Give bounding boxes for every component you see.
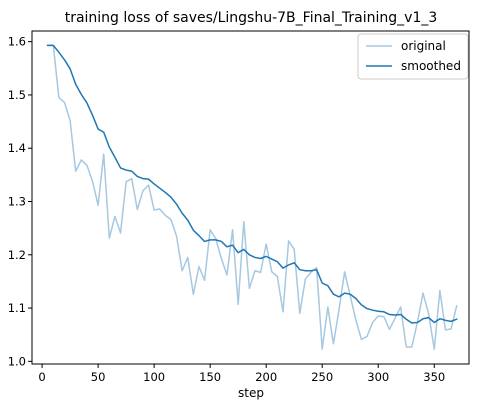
legend-label-smoothed: smoothed (401, 59, 461, 73)
y-tick-label: 1.3 (8, 194, 26, 208)
x-axis: 0 50 100 150 200 250 300 350 (38, 364, 445, 384)
y-tick-label: 1.2 (8, 248, 26, 262)
series-layer (46, 44, 458, 350)
x-tick-label: 150 (199, 370, 221, 384)
series-line-smoothed (46, 44, 458, 324)
y-tick-label: 1.1 (8, 301, 26, 315)
series-line-original (46, 44, 458, 350)
y-tick-label: 1.0 (8, 354, 26, 368)
y-axis: 1.0 1.1 1.2 1.3 1.4 1.5 1.6 (8, 35, 32, 368)
x-axis-label: step (238, 386, 264, 400)
x-tick-label: 250 (311, 370, 333, 384)
legend: original smoothed (357, 33, 469, 80)
x-tick-label: 50 (91, 370, 106, 384)
plot-frame (31, 30, 470, 365)
y-tick-label: 1.4 (8, 141, 26, 155)
y-tick-label: 1.6 (8, 35, 26, 49)
y-tick-label: 1.5 (8, 88, 26, 102)
legend-label-original: original (401, 39, 446, 53)
x-tick-label: 350 (423, 370, 445, 384)
x-tick-label: 0 (38, 370, 45, 384)
x-tick-label: 300 (367, 370, 389, 384)
x-tick-label: 200 (255, 370, 277, 384)
x-tick-label: 100 (143, 370, 165, 384)
chart-title: training loss of saves/Lingshu-7B_Final_… (65, 10, 438, 26)
